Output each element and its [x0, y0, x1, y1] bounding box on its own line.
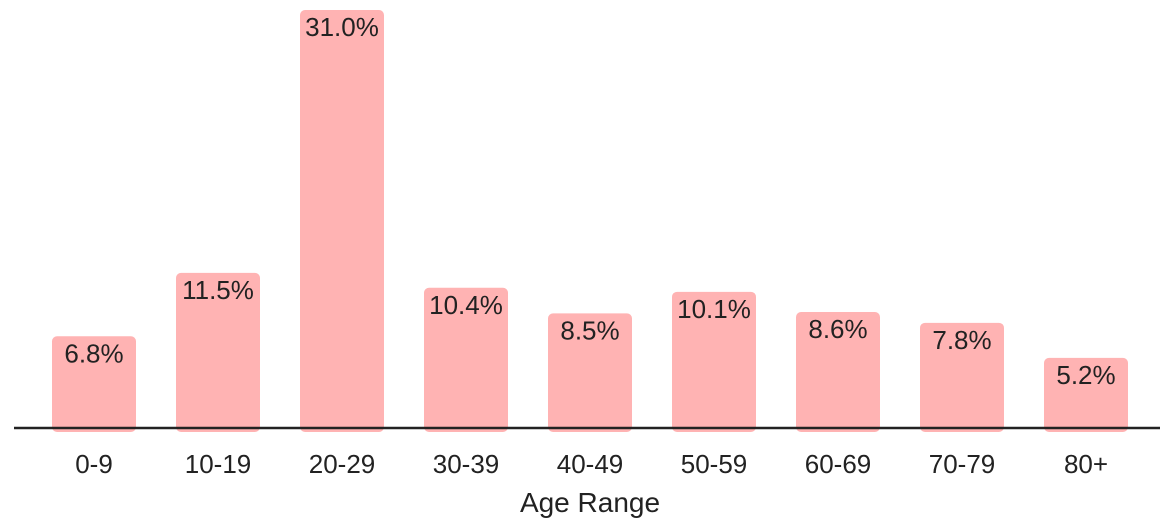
x-tick-label: 0-9	[75, 449, 113, 479]
bar-value-label: 31.0%	[305, 12, 379, 42]
x-tick-labels-group: 0-9 10-19 20-29 30-39 40-49 50-59 60-69 70-79 80…	[75, 449, 1108, 479]
x-tick-label: 60-69	[805, 449, 872, 479]
x-tick-label: 10-19	[185, 449, 252, 479]
bar-value-label: 10.4%	[429, 290, 503, 320]
x-tick-label: 30-39	[433, 449, 500, 479]
x-tick-label: 80+	[1064, 449, 1108, 479]
bar-10-19	[176, 272, 260, 432]
bar-30-39	[424, 287, 508, 432]
bar-0-9	[52, 336, 136, 432]
bar-value-label: 5.2%	[1056, 360, 1115, 390]
x-tick-label: 50-59	[681, 449, 748, 479]
x-tick-label: 20-29	[309, 449, 376, 479]
x-tick-label: 70-79	[929, 449, 996, 479]
bar-value-label: 10.1%	[677, 294, 751, 324]
bar-value-label: 11.5%	[182, 275, 254, 305]
bar-70-79	[920, 322, 1004, 432]
x-tick-label: 40-49	[557, 449, 624, 479]
x-axis-title: Age Range	[520, 487, 660, 518]
bar-value-label: 7.8%	[932, 325, 991, 355]
bar-60-69	[796, 312, 880, 432]
bar-value-label: 6.8%	[64, 338, 123, 368]
bar-value-label: 8.5%	[560, 315, 619, 345]
bars-group	[52, 10, 1128, 432]
bar-80+	[1044, 357, 1128, 432]
bar-value-label: 8.6%	[808, 314, 867, 344]
bar-50-59	[672, 291, 756, 432]
bar-20-29	[300, 10, 384, 432]
bar-40-49	[548, 313, 632, 432]
bar-labels-group: 6.8% 11.5% 31.0% 10.4% 8.5% 10.1% 8.6% 7.8% 5.2%	[64, 12, 1115, 390]
